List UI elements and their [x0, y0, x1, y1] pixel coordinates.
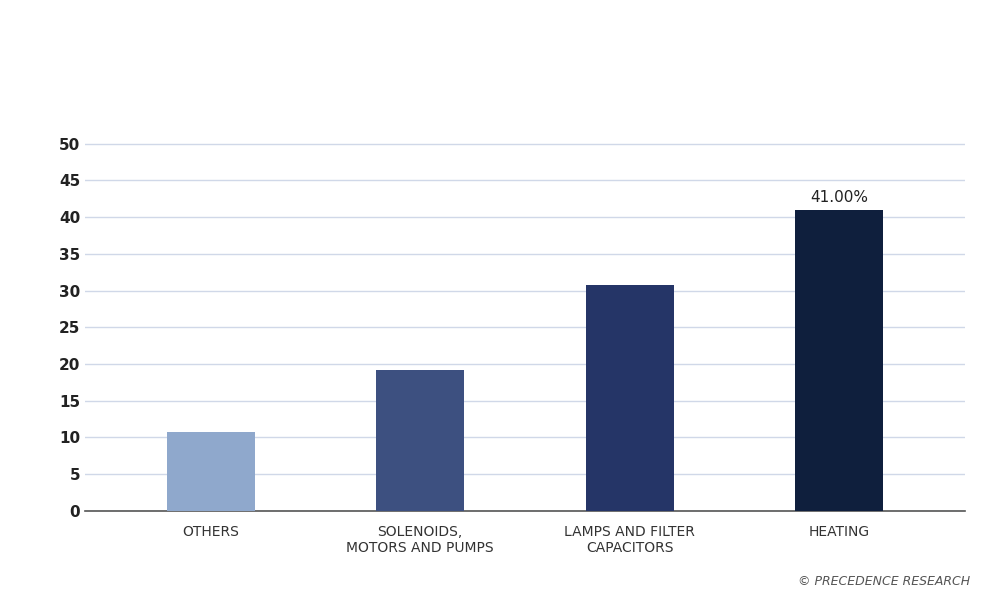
- Text: © PRECEDENCE RESEARCH: © PRECEDENCE RESEARCH: [798, 575, 970, 588]
- Text: ELECTRIC VEHICLE (EV) RELAY MARKET SHARE, BY APPLICATION, 2022 (%): ELECTRIC VEHICLE (EV) RELAY MARKET SHARE…: [65, 30, 935, 50]
- Polygon shape: [0, 0, 85, 80]
- Bar: [376, 370, 464, 511]
- Bar: [586, 285, 674, 511]
- Bar: [795, 210, 883, 511]
- Polygon shape: [915, 0, 1000, 80]
- Bar: [167, 432, 255, 511]
- Text: 41.00%: 41.00%: [810, 189, 868, 204]
